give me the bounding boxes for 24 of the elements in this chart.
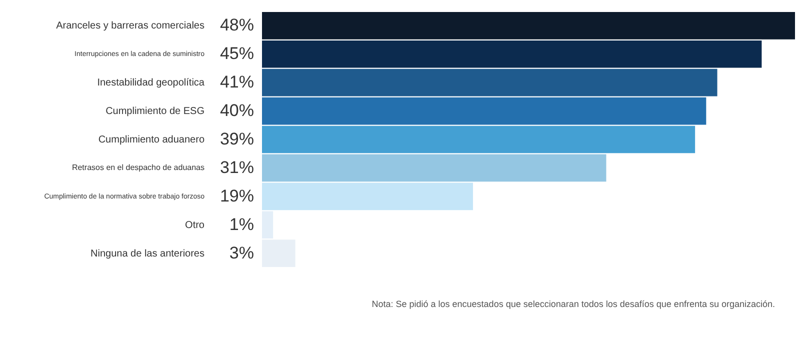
- data-label: 3%: [229, 243, 254, 262]
- data-label: 1%: [229, 214, 254, 234]
- y-tick-label: Aranceles y barreras comerciales: [56, 20, 204, 32]
- bar: [262, 126, 696, 154]
- y-tick-label: Inestabilidad geopolítica: [97, 78, 205, 89]
- y-tick-label: Ninguna de las anteriores: [90, 248, 204, 260]
- text: Nota: Se pidió a los encuestados que seleccionaran todos los desafíos que enfrenta su organización.: [372, 299, 775, 309]
- y-tick-label: Otro: [185, 220, 205, 231]
- data-label: 48%: [220, 16, 254, 35]
- bar: [262, 154, 606, 182]
- bar: [262, 97, 706, 125]
- y-tick-label: Cumplimiento aduanero: [98, 134, 205, 146]
- bar: [262, 40, 762, 68]
- data-label: 40%: [220, 101, 254, 120]
- data-label: 19%: [220, 186, 254, 206]
- y-tick-label: Retrasos en el despacho de aduanas: [72, 162, 204, 172]
- y-tick-label: Cumplimiento de ESG: [106, 106, 205, 118]
- data-label: 45%: [220, 44, 254, 64]
- data-label: 41%: [220, 72, 254, 92]
- bar: [262, 182, 473, 210]
- bar: [262, 68, 718, 96]
- data-label: 31%: [220, 158, 254, 177]
- data-label: 39%: [220, 130, 254, 148]
- bar: [262, 12, 795, 40]
